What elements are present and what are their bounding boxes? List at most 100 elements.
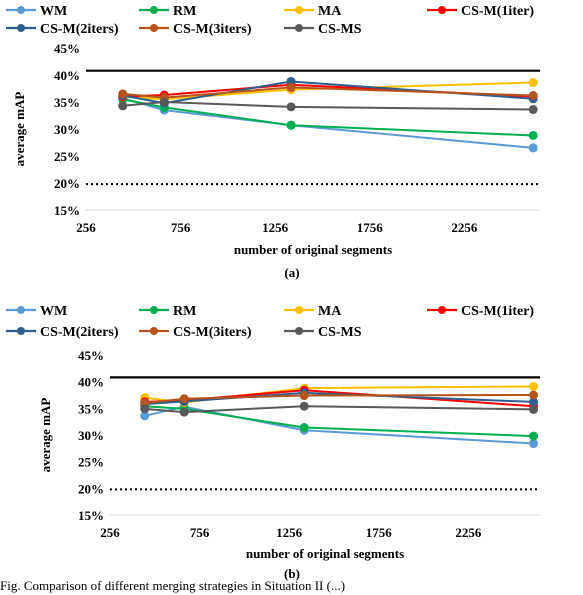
legend-marker	[17, 6, 25, 14]
data-point	[299, 423, 309, 433]
x-tick-label: 756	[190, 525, 210, 540]
legend-label: RM	[173, 304, 196, 319]
data-point	[299, 391, 309, 401]
y-tick-label: 20%	[54, 176, 80, 191]
legend-item: MA	[284, 4, 342, 19]
y-tick-label: 30%	[78, 428, 104, 443]
x-tick-label: 1756	[357, 220, 384, 235]
data-point	[286, 102, 296, 112]
legend-marker	[295, 6, 303, 14]
x-tick-label: 1756	[366, 525, 393, 540]
data-point	[286, 120, 296, 130]
data-point	[529, 404, 539, 414]
legend-label: CS-M(2iters)	[40, 325, 119, 340]
data-point	[118, 89, 128, 99]
legend-label: WM	[40, 4, 67, 19]
series-line	[144, 394, 534, 404]
data-point	[528, 105, 538, 115]
x-axis-title: number of original segments	[246, 546, 404, 561]
x-tick-label: 1256	[262, 220, 289, 235]
y-tick-label: 20%	[78, 481, 104, 496]
data-point	[528, 78, 538, 88]
y-tick-label: 25%	[78, 455, 104, 470]
legend-label: CS-MS	[318, 325, 362, 340]
data-point	[159, 97, 169, 107]
panel-label: (b)	[284, 566, 300, 581]
y-tick-label: 40%	[78, 375, 104, 390]
legend-item: CS-MS	[284, 325, 362, 340]
chart-a: WM RM MA CS-M(1iter) CS-M(2iters) CS-M(3iters…	[6, 4, 540, 280]
legend-marker	[438, 306, 446, 314]
legend-item: RM	[139, 304, 196, 319]
legend-label: RM	[173, 4, 196, 19]
legend-marker	[17, 327, 25, 335]
series-line	[122, 100, 534, 111]
data-point	[140, 404, 150, 414]
y-tick-label: 45%	[54, 41, 80, 56]
y-tick-label: 35%	[78, 401, 104, 416]
y-tick-label: 35%	[54, 95, 80, 110]
legend-label: CS-MS	[318, 22, 362, 37]
data-point	[299, 401, 309, 411]
y-tick-label: 15%	[54, 203, 80, 218]
legend-marker	[438, 6, 446, 14]
panel-label: (a)	[284, 265, 299, 280]
y-tick-label: 40%	[54, 68, 80, 83]
legend-item: CS-M(3iters)	[139, 325, 252, 340]
legend-label: CS-M(3iters)	[173, 22, 252, 37]
legend-marker	[150, 327, 158, 335]
data-point	[140, 411, 150, 421]
y-tick-label: 45%	[78, 348, 104, 363]
y-tick-label: 25%	[54, 149, 80, 164]
legend-label: MA	[318, 304, 342, 319]
series-line	[122, 97, 534, 149]
series-line	[122, 98, 534, 137]
y-tick-label: 15%	[78, 508, 104, 523]
data-point	[528, 130, 538, 140]
legend-label: CS-M(1iter)	[461, 4, 534, 19]
series-line	[144, 405, 534, 414]
data-point	[179, 394, 189, 404]
data-point	[118, 101, 128, 111]
y-axis-title: average mAP	[38, 398, 53, 473]
data-point	[179, 407, 189, 417]
x-tick-label: 2256	[451, 220, 478, 235]
legend-item: CS-M(1iter)	[427, 4, 534, 19]
series-line	[122, 86, 534, 99]
data-point	[529, 397, 539, 407]
x-tick-label: 256	[76, 220, 96, 235]
legend-marker	[150, 6, 158, 14]
y-tick-label: 30%	[54, 122, 80, 137]
x-axis-title: number of original segments	[234, 242, 392, 257]
legend-label: CS-M(2iters)	[40, 22, 119, 37]
legend-item: CS-MS	[284, 22, 362, 37]
data-point	[529, 439, 539, 449]
legend-marker	[150, 24, 158, 32]
data-point	[529, 390, 539, 400]
legend-item: CS-M(2iters)	[6, 22, 119, 37]
legend-label: WM	[40, 304, 67, 319]
legend-label: MA	[318, 4, 342, 19]
series-line	[122, 81, 534, 101]
legend-item: CS-M(2iters)	[6, 325, 119, 340]
series-line	[144, 405, 534, 438]
y-axis-title: average mAP	[12, 92, 27, 167]
legend-item: RM	[139, 4, 196, 19]
legend-item: WM	[6, 4, 67, 19]
x-tick-label: 756	[171, 220, 191, 235]
legend-label: CS-M(3iters)	[173, 325, 252, 340]
x-tick-label: 2256	[455, 525, 482, 540]
data-point	[529, 381, 539, 391]
legend-marker	[295, 306, 303, 314]
legend-marker	[17, 306, 25, 314]
legend-label: CS-M(1iter)	[461, 304, 534, 319]
legend-item: WM	[6, 304, 67, 319]
legend-item: MA	[284, 304, 342, 319]
chart-b: WM RM MA CS-M(1iter) CS-M(2iters) CS-M(3iters…	[6, 304, 540, 581]
legend-item: CS-M(3iters)	[139, 22, 252, 37]
figure-caption: Fig. Comparison of different merging str…	[0, 578, 345, 593]
legend-item: CS-M(1iter)	[427, 304, 534, 319]
data-point	[528, 143, 538, 153]
legend-marker	[150, 306, 158, 314]
